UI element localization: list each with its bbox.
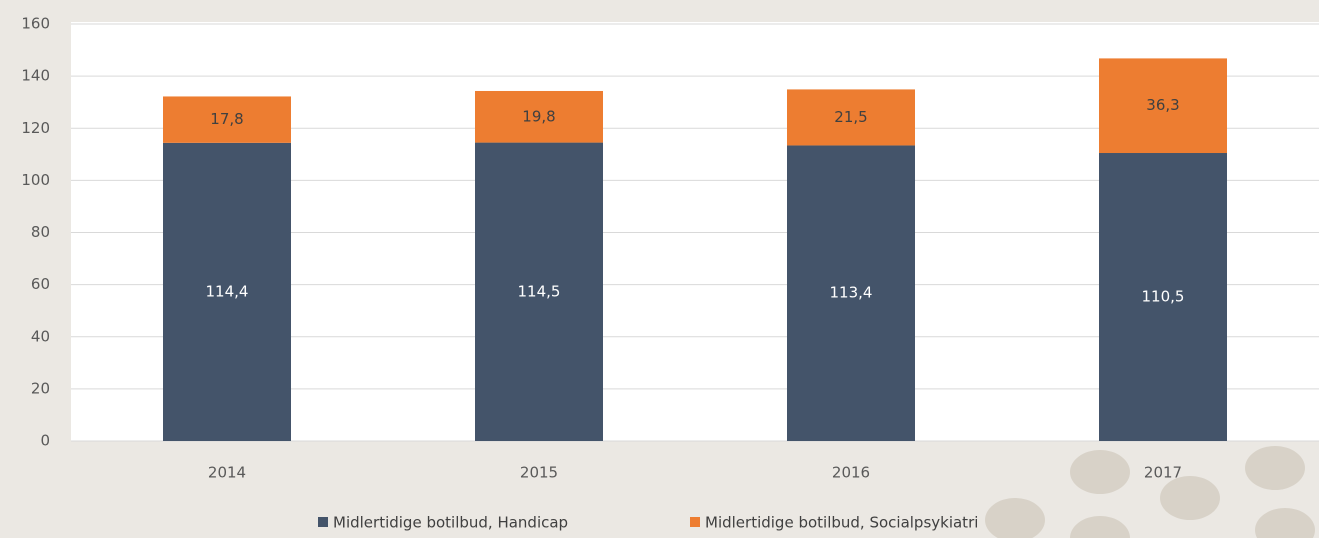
legend-swatch bbox=[690, 517, 700, 527]
y-tick-label: 0 bbox=[40, 432, 50, 450]
x-tick-label: 2016 bbox=[832, 464, 870, 482]
chart: 0 20 40 60 80 100 120 140 160 114,4 17,8 2014 114,5 1… bbox=[0, 0, 1319, 538]
decor-circle bbox=[1160, 476, 1220, 520]
y-tick-label: 40 bbox=[31, 327, 50, 345]
y-tick-label: 20 bbox=[31, 379, 50, 397]
data-label: 110,5 bbox=[1142, 288, 1185, 306]
y-tick-label: 60 bbox=[31, 275, 50, 293]
data-label: 114,4 bbox=[206, 282, 249, 300]
data-label: 21,5 bbox=[834, 108, 867, 126]
data-label: 36,3 bbox=[1146, 96, 1179, 114]
x-tick-label: 2015 bbox=[520, 464, 558, 482]
data-label: 114,5 bbox=[518, 282, 561, 300]
legend-label: Midlertidige botilbud, Socialpsykiatri bbox=[705, 514, 978, 532]
data-label: 17,8 bbox=[210, 110, 243, 128]
decor-circle bbox=[1070, 450, 1130, 494]
x-tick-label: 2017 bbox=[1144, 464, 1182, 482]
y-tick-label: 120 bbox=[21, 119, 50, 137]
decor-circle bbox=[1245, 446, 1305, 490]
y-tick-label: 100 bbox=[21, 171, 50, 189]
y-tick-label: 80 bbox=[31, 223, 50, 241]
data-label: 113,4 bbox=[830, 284, 873, 302]
data-label: 19,8 bbox=[522, 107, 555, 125]
y-tick-label: 160 bbox=[21, 15, 50, 33]
legend-swatch bbox=[318, 517, 328, 527]
x-tick-label: 2014 bbox=[208, 464, 246, 482]
y-tick-label: 140 bbox=[21, 67, 50, 85]
legend-label: Midlertidige botilbud, Handicap bbox=[333, 514, 568, 532]
